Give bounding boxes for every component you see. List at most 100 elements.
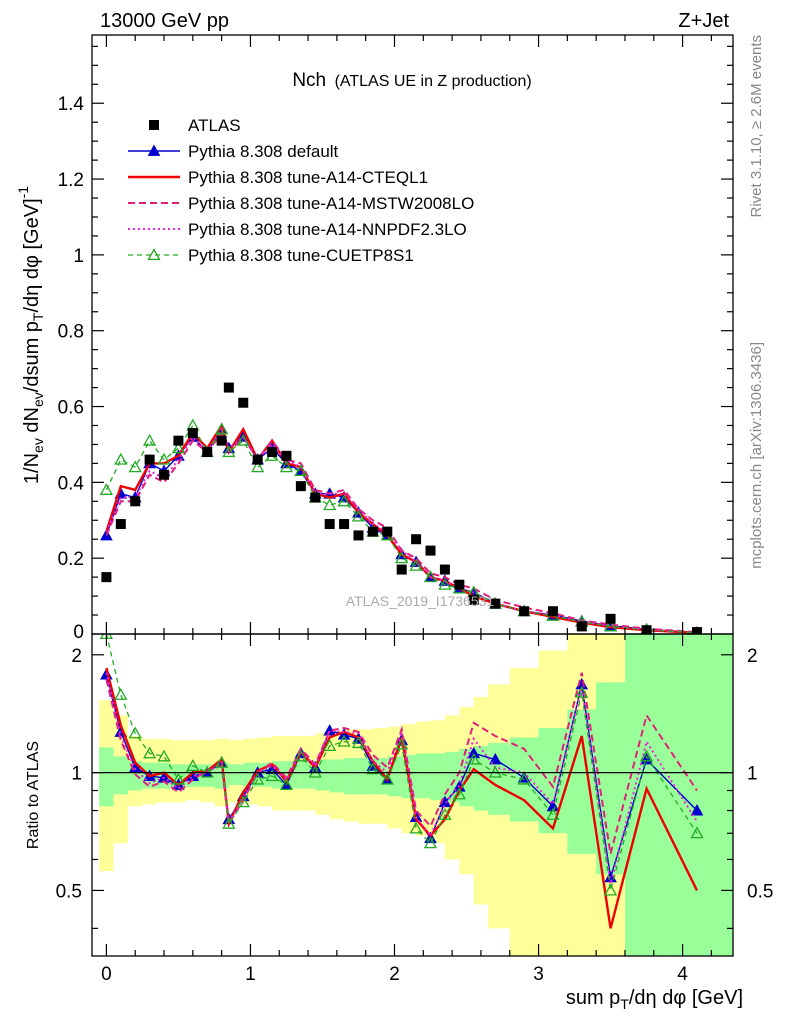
ratio-stat-band-bin bbox=[416, 753, 431, 799]
ratio-series-point-4 bbox=[265, 769, 279, 782]
legend-label-2: Pythia 8.308 tune-A14-CTEQL1 bbox=[188, 168, 428, 187]
main-series-point-5 bbox=[236, 433, 250, 446]
ratio-series-point-4 bbox=[337, 734, 351, 747]
legend: ATLAS Pythia 8.308 default Pythia 8.308 tu… bbox=[128, 116, 474, 265]
ratio-y-tick-label-right: 2 bbox=[747, 646, 758, 667]
ratio-series-line-1 bbox=[105, 667, 699, 929]
main-y-tick-label: 1 bbox=[73, 246, 84, 267]
atlas-data-point bbox=[101, 572, 112, 583]
ratio-series-point-4 bbox=[222, 816, 236, 829]
atlas-data-point bbox=[238, 397, 249, 408]
ratio-series-point-4 bbox=[575, 685, 589, 698]
atlas-data-point bbox=[130, 496, 141, 507]
ratio-series-point-4 bbox=[517, 772, 531, 785]
atlas-data-point bbox=[267, 447, 278, 458]
process-label: Z+Jet bbox=[678, 10, 729, 32]
ratio-series-point-4 bbox=[114, 688, 128, 700]
ratio-stat-band-bin bbox=[668, 634, 733, 956]
atlas-data-point bbox=[216, 435, 227, 446]
legend-label-3: Pythia 8.308 tune-A14-MSTW2008LO bbox=[188, 194, 474, 213]
atlas-data-point bbox=[367, 526, 378, 537]
axis-ticks: 0 1 2 3 4 0.2 0.4 0.6 0.8 1 1.2 1.4 0 0.5 0.5 1 1 2 2 bbox=[56, 35, 773, 985]
legend-marker-5 bbox=[147, 248, 161, 261]
main-y-tick-label: 0.8 bbox=[58, 322, 84, 343]
atlas-data-point bbox=[281, 450, 292, 461]
atlas-data-point bbox=[519, 606, 530, 617]
atlas-data-point bbox=[202, 447, 213, 458]
ratio-series-point-4 bbox=[639, 749, 654, 762]
atlas-data-point bbox=[490, 598, 501, 609]
x-axis-title: sum pT/dη dφ [GeV] bbox=[566, 987, 743, 1012]
ratio-stat-band-bin bbox=[113, 756, 129, 795]
atlas-data-point bbox=[382, 526, 393, 537]
rivet-version-label: Rivet 3.1.10, ≥ 2.6M events bbox=[748, 35, 765, 218]
main-series-point-5 bbox=[279, 460, 294, 473]
ratio-series-point-4 bbox=[251, 772, 265, 785]
atlas-data-point bbox=[439, 564, 450, 575]
main-series-point-5 bbox=[409, 558, 423, 571]
ratio-y-tick-label-right: 1 bbox=[747, 764, 758, 785]
ratio-series-point-4 bbox=[409, 821, 423, 834]
main-series-point-5 bbox=[423, 570, 438, 583]
plot-title: Nch (ATLAS UE in Z production) bbox=[292, 70, 531, 91]
main-y-tick-label: 0 bbox=[73, 622, 84, 643]
main-series-point-5 bbox=[128, 460, 142, 473]
ratio-series-point-4 bbox=[236, 795, 250, 808]
main-series-line-5 bbox=[105, 424, 698, 634]
main-series-point-5 bbox=[215, 422, 229, 435]
main-series-point-5 bbox=[351, 509, 366, 522]
atlas-data-point bbox=[295, 481, 306, 492]
ratio-series-point-4 bbox=[438, 808, 452, 820]
main-series-point-5 bbox=[114, 452, 128, 465]
ratio-stat-band-bin bbox=[488, 743, 510, 815]
ratio-series-point-4 bbox=[546, 808, 560, 820]
ratio-series-line-2 bbox=[105, 672, 698, 855]
x-tick-label: 2 bbox=[389, 964, 400, 985]
atlas-data-point bbox=[159, 469, 170, 480]
main-series-layer bbox=[99, 382, 702, 634]
ratio-series-point-4 bbox=[157, 749, 171, 762]
ratio-series-point-4 bbox=[323, 739, 337, 751]
main-series-point-5 bbox=[603, 619, 618, 632]
mcplots-label: mcplots.cern.ch [arXiv:1306.3436] bbox=[748, 342, 765, 569]
legend-marker-0 bbox=[149, 120, 159, 130]
legend-label-1: Pythia 8.308 default bbox=[188, 142, 339, 161]
ratio-series-point-4 bbox=[351, 736, 366, 749]
ratio-series-point-4 bbox=[143, 746, 157, 759]
ratio-y-tick-label: 0.5 bbox=[56, 881, 82, 902]
ratio-series-point-4 bbox=[186, 759, 200, 771]
atlas-data-point bbox=[324, 519, 335, 530]
ratio-series-point-4 bbox=[690, 826, 704, 839]
ratio-series-point-4 bbox=[128, 726, 142, 739]
atlas-data-point bbox=[454, 579, 465, 590]
ratio-y-axis-title: Ratio to ATLAS bbox=[25, 741, 42, 849]
x-tick-label: 3 bbox=[533, 964, 544, 985]
legend-label-4: Pythia 8.308 tune-A14-NNPDF2.3LO bbox=[188, 220, 467, 239]
ratio-stat-band-bin bbox=[473, 745, 489, 811]
atlas-data-point bbox=[425, 545, 436, 556]
legend-label-5: Pythia 8.308 tune-CUETP8S1 bbox=[188, 246, 414, 265]
ratio-stat-band-bin bbox=[286, 761, 301, 789]
legend-marker-1 bbox=[147, 144, 161, 156]
atlas-data-point bbox=[468, 594, 479, 605]
ratio-stat-band-bin bbox=[315, 759, 330, 791]
ratio-series-point-4 bbox=[467, 752, 481, 765]
ratio-stat-band-bin bbox=[329, 759, 345, 793]
ratio-uncertainty-bands bbox=[99, 634, 733, 956]
main-y-tick-label: 1.4 bbox=[58, 94, 85, 115]
main-series-point-5 bbox=[323, 498, 337, 511]
ratio-series-line-3 bbox=[105, 672, 698, 885]
ratio-series-line-0 bbox=[105, 674, 698, 878]
analysis-watermark: ATLAS_2019_I1736531 bbox=[346, 593, 495, 609]
ratio-series-point-4 bbox=[294, 749, 308, 762]
main-series-line-3 bbox=[105, 431, 698, 634]
atlas-data-point bbox=[353, 530, 364, 541]
main-series-point-5 bbox=[438, 577, 452, 590]
main-y-tick-label: 0.6 bbox=[58, 398, 84, 419]
ratio-y-tick-label: 1 bbox=[71, 764, 82, 785]
plot-title-sub: (ATLAS UE in Z production) bbox=[335, 73, 532, 90]
main-series-point-5 bbox=[171, 441, 186, 454]
atlas-data-point bbox=[396, 564, 407, 575]
ratio-series-point-0 bbox=[488, 752, 502, 765]
